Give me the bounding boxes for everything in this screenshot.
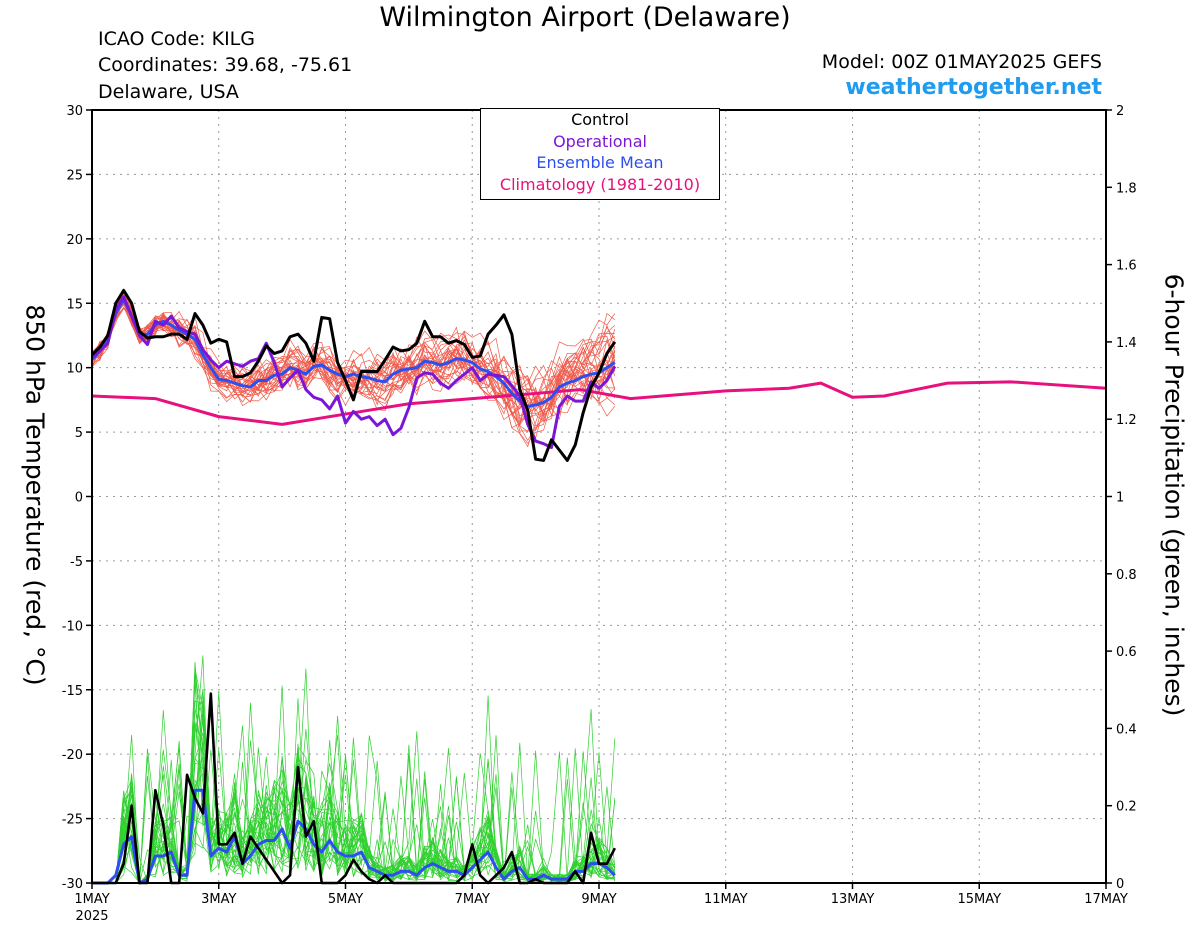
climatology-temp-line	[91, 380, 1107, 426]
ensemble-members	[91, 288, 616, 884]
x-tick-label: 17MAY	[1084, 892, 1128, 907]
y-tick-label-left: 5	[75, 426, 83, 441]
y-tick-label-right: 0	[1116, 877, 1124, 892]
y-axis-label-left: 850 hPa Temperature (red, °C)	[20, 304, 50, 686]
y-tick-label-right: 0.4	[1116, 722, 1137, 737]
x-tick-label: 13MAY	[831, 892, 875, 907]
legend-ensemble-mean: Ensemble Mean	[536, 153, 664, 172]
y-tick-label-right: 2	[1116, 104, 1124, 119]
y-tick-label-right: 0.8	[1116, 568, 1137, 583]
y-tick-label-right: 1	[1116, 491, 1124, 506]
y-tick-label-left: -25	[62, 813, 83, 828]
y-tick-label-left: -30	[62, 877, 83, 892]
y-tick-label-left: 10	[66, 362, 83, 377]
y-tick-label-left: -15	[62, 684, 83, 699]
x-tick-label: 9MAY	[581, 892, 616, 907]
precip-member-line	[92, 689, 616, 884]
legend-climatology: Climatology (1981-2010)	[499, 174, 701, 194]
precip-member-line	[92, 661, 616, 884]
y-tick-label-left: 30	[66, 104, 83, 119]
x-tick-label: 15MAY	[957, 892, 1001, 907]
y-tick-label-left: -20	[62, 748, 83, 763]
legend-operational: Operational	[553, 131, 647, 151]
y-tick-label-right: 0.6	[1116, 645, 1137, 660]
y-tick-label-left: 20	[66, 233, 83, 248]
temp-member-line	[91, 288, 616, 403]
y-tick-label-right: 1.4	[1116, 336, 1137, 351]
legend-control: Control	[571, 110, 629, 129]
y-tick-label-left: 0	[75, 491, 83, 506]
legend: Control Operational Ensemble Mean Climat…	[480, 108, 720, 200]
y-tick-label-right: 1.2	[1116, 413, 1137, 428]
operational-temp-line	[91, 295, 617, 450]
site-link[interactable]: weathertogether.net	[845, 75, 1102, 100]
y-tick-label-left: -10	[62, 619, 83, 634]
x-tick-label: 1MAY	[74, 892, 109, 907]
coordinates: Coordinates: 39.68, -75.61	[98, 54, 353, 76]
chart-title: Wilmington Airport (Delaware)	[379, 2, 791, 33]
main-series	[90, 288, 1107, 885]
region: Delaware, USA	[98, 81, 239, 103]
y-tick-label-left: -5	[70, 555, 83, 570]
axis-ticks: -30-25-20-15-10-505101520253000.20.40.60…	[62, 104, 1137, 924]
y-axis-label-right: 6-hour Precipitation (green, inches)	[1159, 273, 1189, 717]
y-tick-label-right: 1.6	[1116, 259, 1137, 274]
y-tick-label-right: 1.8	[1116, 181, 1137, 196]
control-temp-line	[90, 288, 617, 462]
y-tick-label-right: 0.2	[1116, 800, 1137, 815]
x-tick-label: 3MAY	[201, 892, 236, 907]
x-tick-sublabel: 2025	[75, 909, 108, 924]
temp-member-line	[91, 297, 616, 410]
y-tick-label-left: 15	[66, 297, 83, 312]
x-tick-label: 5MAY	[328, 892, 363, 907]
icao-code: ICAO Code: KILG	[98, 28, 255, 50]
x-tick-label: 7MAY	[455, 892, 490, 907]
y-tick-label-left: 25	[66, 168, 83, 183]
temp-member-line	[91, 289, 616, 432]
grid-lines	[92, 110, 1106, 883]
temp-member-line	[91, 290, 616, 415]
x-tick-label: 11MAY	[704, 892, 748, 907]
model-run: Model: 00Z 01MAY2025 GEFS	[821, 51, 1102, 73]
